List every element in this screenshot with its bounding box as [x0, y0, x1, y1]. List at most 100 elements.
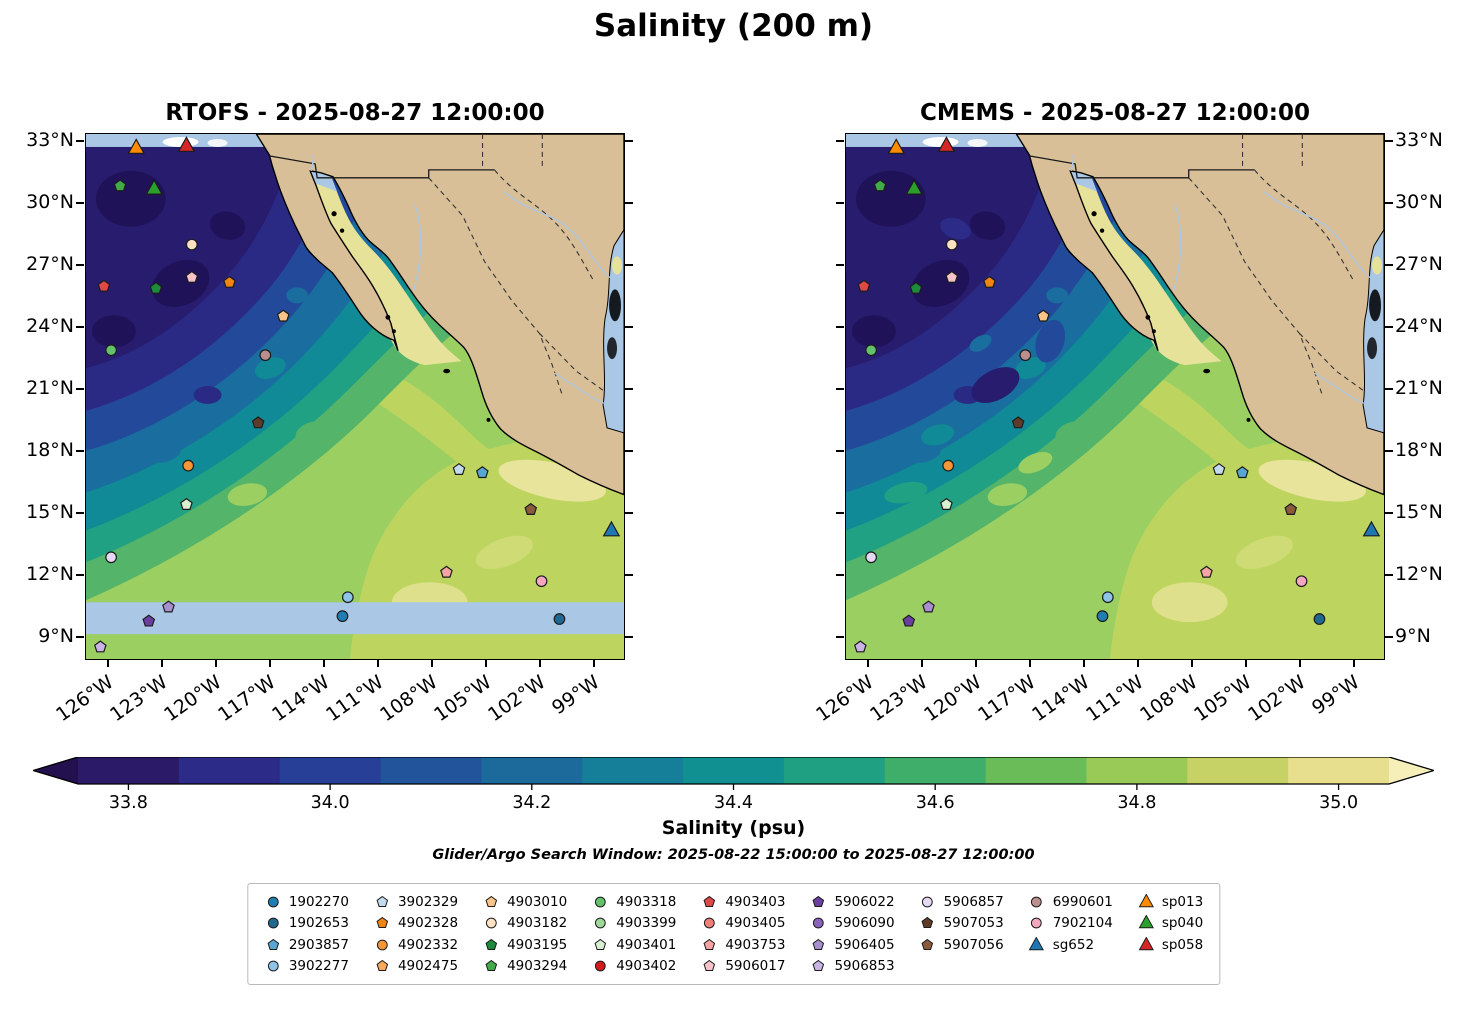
map-marker-2903857	[1235, 466, 1249, 479]
legend-item-4902475: 4902475	[373, 956, 458, 978]
legend-item-1902270: 1902270	[264, 891, 349, 913]
colorbar-tick-label: 34.8	[1117, 793, 1157, 813]
lat-tick-label: 33°N	[26, 129, 74, 152]
circle-marker-icon	[703, 917, 715, 929]
axis-tick	[485, 659, 487, 667]
circle-marker-icon	[267, 960, 279, 972]
lat-tick-label: 27°N	[1395, 253, 1443, 276]
map-marker-5906017	[945, 270, 959, 283]
legend-item-sp040: sp040	[1137, 913, 1203, 935]
map-marker-4903010	[1036, 309, 1050, 322]
triangle-marker-icon	[1138, 936, 1154, 950]
axis-tick	[836, 202, 844, 204]
legend-item-label: 4903195	[507, 936, 568, 953]
map-marker-5906853	[854, 640, 867, 653]
map-marker-4903318	[105, 344, 117, 357]
legend-item-label: sp040	[1161, 915, 1204, 932]
axis-tick	[76, 388, 84, 390]
legend-item-label: 5906857	[943, 893, 1004, 910]
legend-item-4903318: 4903318	[591, 891, 676, 913]
axis-tick	[161, 659, 163, 667]
legend-item-label: 6990601	[1052, 893, 1113, 910]
map-marker-1902653	[1313, 613, 1326, 625]
map-marker-5906405	[162, 600, 175, 613]
map-marker-4903294	[113, 179, 127, 192]
legend-item-5906857: 5906857	[919, 891, 1004, 913]
map-marker-5906857	[105, 551, 117, 564]
axis-tick	[1385, 140, 1393, 142]
map-marker-2903857	[475, 466, 489, 479]
map-marker-3902277	[341, 591, 354, 604]
legend-column: 6990601 7902104 sg652	[1028, 891, 1113, 977]
map-marker-7902104	[1295, 575, 1308, 588]
circle-marker-icon	[594, 917, 606, 929]
axis-tick	[76, 202, 84, 204]
legend-item-sg652: sg652	[1028, 934, 1113, 956]
triangle-marker-icon	[1138, 915, 1154, 929]
axis-tick	[625, 512, 633, 514]
legend-item-4903294: 4903294	[482, 956, 567, 978]
legend-item-label: 3902329	[397, 893, 459, 910]
pentagon-marker-icon	[485, 895, 497, 907]
platform-markers-layer	[94, 136, 621, 653]
circle-marker-icon	[1031, 896, 1043, 908]
axis-tick	[76, 512, 84, 514]
map-marker-4903294	[873, 179, 887, 192]
axis-tick	[76, 450, 84, 452]
axis-tick	[323, 659, 325, 667]
map-marker-4903318	[865, 344, 877, 357]
axis-tick	[975, 659, 977, 667]
axis-tick	[836, 574, 844, 576]
axis-tick	[1137, 659, 1139, 667]
map-marker-4903195	[149, 281, 163, 294]
legend-item-5907056: 5907056	[919, 934, 1004, 956]
legend-item-label: 1902653	[288, 915, 349, 932]
map-marker-4903182	[185, 238, 198, 251]
map-marker-sp013	[127, 138, 145, 154]
pentagon-marker-icon	[485, 938, 497, 950]
map-marker-4903401	[940, 497, 953, 510]
legend-item-label: 4902475	[397, 958, 459, 975]
map-marker-sg652	[1362, 520, 1381, 537]
circle-marker-icon	[594, 960, 606, 972]
axis-tick	[593, 659, 595, 667]
salinity-map-cmems	[846, 134, 1384, 659]
axis-tick	[836, 264, 844, 266]
circle-marker-icon	[922, 896, 933, 908]
circle-marker-icon	[485, 917, 497, 929]
axis-tick	[377, 659, 379, 667]
legend-item-4903182: 4903182	[482, 913, 567, 935]
legend-item-5907053: 5907053	[919, 913, 1004, 935]
map-marker-5907056	[524, 502, 538, 515]
panel-title-rtofs: RTOFS - 2025-08-27 12:00:00	[165, 100, 545, 126]
lat-tick-label: 30°N	[26, 191, 74, 214]
axis-tick	[836, 140, 844, 142]
legend-item-2903857: 2903857	[264, 934, 349, 956]
legend-item-label: 4902332	[397, 936, 459, 953]
lat-tick-label: 18°N	[26, 439, 74, 462]
map-marker-4902332	[182, 459, 195, 472]
legend-item-4903399: 4903399	[591, 913, 676, 935]
axis-tick	[921, 659, 923, 667]
colorbar-tick-label: 34.6	[915, 793, 955, 813]
axis-tick	[867, 659, 869, 667]
legend-item-label: 4903399	[616, 915, 677, 932]
legend-item-label: sg652	[1052, 936, 1095, 953]
map-marker-sg652	[602, 520, 621, 537]
legend-item-label: 4903401	[616, 936, 677, 953]
pentagon-marker-icon	[376, 895, 388, 907]
lat-tick-label: 15°N	[1395, 501, 1443, 524]
legend-item-7902104: 7902104	[1028, 913, 1113, 935]
axis-tick	[625, 326, 633, 328]
circle-marker-icon	[267, 917, 279, 929]
map-marker-5906405	[922, 600, 935, 613]
legend-item-3902329: 3902329	[373, 891, 458, 913]
map-marker-4903195	[909, 281, 923, 294]
map-marker-5907053	[1011, 416, 1025, 429]
legend-column: 5906022 5906090 5906405 5906853	[809, 891, 895, 977]
map-marker-1902653	[553, 613, 566, 625]
map-marker-sp040	[905, 178, 923, 195]
colorbar-tick-label: 34.2	[512, 793, 552, 813]
lat-tick-label: 15°N	[26, 501, 74, 524]
colorbar-tick-label: 33.8	[108, 793, 148, 813]
